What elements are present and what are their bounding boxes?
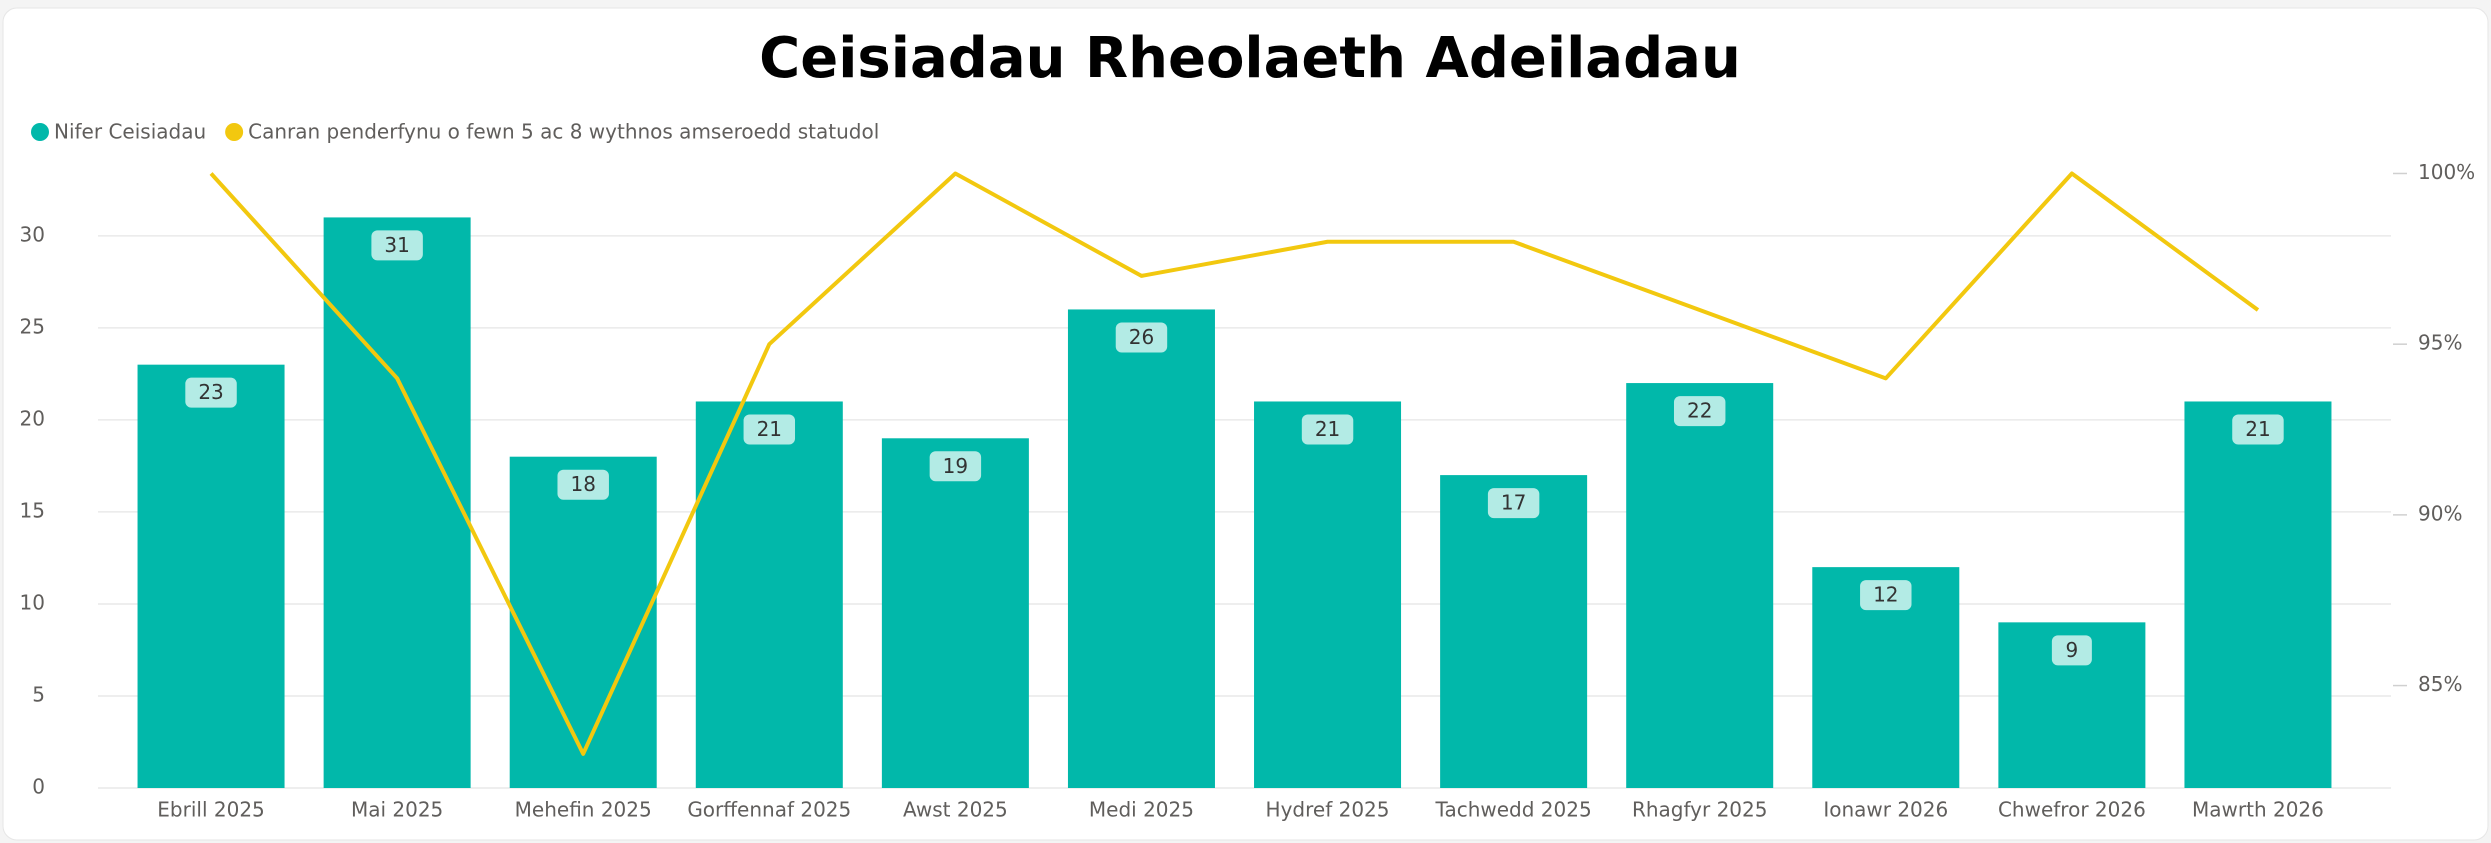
- x-tick-label: Mai 2025: [351, 798, 443, 822]
- x-tick-label: Medi 2025: [1089, 798, 1194, 822]
- line: [209, 171, 2260, 756]
- data-label: 21: [2245, 417, 2270, 441]
- y-tick-label: 30: [20, 222, 45, 246]
- data-label: 18: [570, 472, 595, 496]
- bar: [509, 456, 657, 788]
- data-label-group: 21: [1301, 414, 1354, 445]
- bar: [1440, 475, 1588, 788]
- y2-tick-label: 90%: [2418, 501, 2462, 525]
- y-tick-label: 0: [32, 775, 45, 799]
- data-label-bg: [2232, 414, 2284, 445]
- x-tick-label: Ionawr 2026: [1823, 798, 1948, 822]
- data-label-bg: [743, 414, 796, 445]
- y2-tick-label: 85%: [2418, 672, 2462, 696]
- data-label: 23: [198, 380, 223, 404]
- legend-swatch: [31, 123, 49, 141]
- data-label-bg: [1673, 396, 1726, 427]
- data-label-bg: [557, 469, 609, 500]
- data-label-group: 12: [1860, 580, 1912, 611]
- y-tick-label: 20: [20, 406, 45, 430]
- x-tick-label: Awst 2025: [903, 798, 1008, 822]
- data-label-group: 21: [743, 414, 796, 445]
- data-label: 22: [1687, 399, 1712, 423]
- data-label-bg: [1860, 580, 1912, 611]
- data-label-bg: [1115, 322, 1168, 353]
- bar: [2184, 401, 2332, 788]
- data-label-group: 26: [1115, 322, 1168, 353]
- x-tick-label: Hydref 2025: [1266, 798, 1390, 822]
- bar: [1626, 383, 1774, 788]
- data-label-group: 23: [185, 377, 237, 408]
- bar: [881, 438, 1029, 788]
- data-label: 17: [1501, 491, 1526, 515]
- data-label: 12: [1873, 583, 1898, 607]
- x-tick-label: Rhagfyr 2025: [1632, 798, 1768, 822]
- bar: [1254, 401, 1402, 788]
- data-label-group: 18: [557, 469, 609, 500]
- legend-label: Canran penderfynu o fewn 5 ac 8 wythnos …: [248, 120, 879, 144]
- data-label: 21: [757, 417, 782, 441]
- bar: [695, 401, 843, 788]
- data-label-bg: [1487, 488, 1540, 519]
- x-tick-label: Mawrth 2026: [2192, 798, 2324, 822]
- data-label: 26: [1129, 325, 1154, 349]
- y2-tick-label: 100%: [2418, 160, 2475, 184]
- data-label-group: 9: [2051, 635, 2092, 666]
- legend-label: Nifer Ceisiadau: [54, 120, 206, 144]
- data-label: 9: [2066, 638, 2079, 662]
- x-tick-label: Tachwedd 2025: [1435, 798, 1592, 822]
- data-label-group: 17: [1487, 488, 1540, 519]
- bar: [323, 217, 471, 788]
- data-label-group: 22: [1673, 396, 1726, 427]
- bar: [137, 364, 285, 788]
- bar: [1067, 309, 1215, 788]
- legend-swatch: [225, 123, 244, 141]
- data-label-bg: [2051, 635, 2092, 666]
- data-label-group: 19: [929, 451, 982, 482]
- y-tick-label: 10: [20, 590, 45, 614]
- data-label: 31: [384, 233, 409, 257]
- data-label: 19: [943, 454, 968, 478]
- x-tick-label: Ebrill 2025: [157, 798, 264, 822]
- chart-title: Ceisiadau Rheolaeth Adeiladau: [759, 26, 1741, 91]
- data-label-bg: [371, 230, 423, 261]
- y-tick-label: 25: [20, 314, 45, 338]
- data-label: 21: [1315, 417, 1340, 441]
- y-tick-label: 15: [20, 498, 45, 522]
- x-tick-label: Chwefror 2026: [1998, 798, 2146, 822]
- data-label-group: 21: [2232, 414, 2284, 445]
- x-tick-label: Gorffennaf 2025: [687, 798, 851, 822]
- data-label-bg: [185, 377, 237, 408]
- data-label-bg: [929, 451, 982, 482]
- y2-tick-label: 95%: [2418, 331, 2462, 355]
- data-label-bg: [1301, 414, 1354, 445]
- data-label-group: 31: [371, 230, 423, 261]
- x-tick-label: Mehefin 2025: [515, 798, 652, 822]
- y-tick-label: 5: [32, 682, 45, 706]
